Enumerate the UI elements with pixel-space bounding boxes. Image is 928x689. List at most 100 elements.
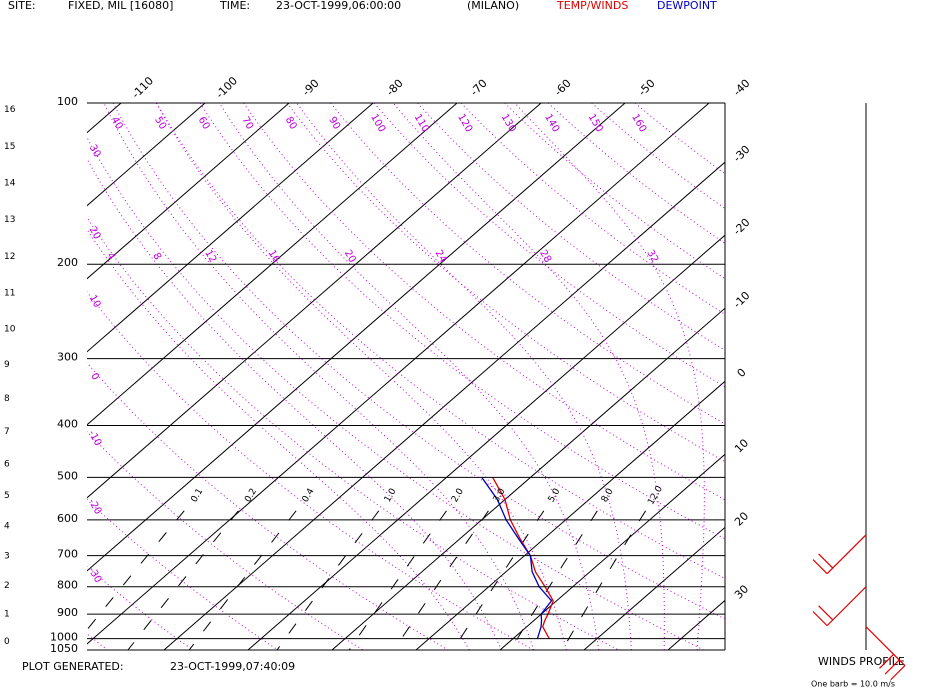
mixing-ratio-label: 0.2 [243, 487, 259, 504]
height-label: 1 [4, 609, 10, 619]
height-label: 14 [4, 178, 16, 188]
isotherm-label: 10 [732, 436, 751, 455]
mixing-ratio-label: 0.1 [190, 487, 206, 504]
dry-adiabat-label: 30 [87, 143, 103, 160]
height-label: 5 [4, 491, 10, 501]
dry-adiabat [156, 103, 725, 580]
isotherm-label: 30 [732, 583, 751, 602]
mixing-ratio-line [393, 510, 489, 650]
moist-adiabat-label: 20 [342, 248, 358, 265]
dry-adiabat-label: 120 [455, 112, 474, 134]
isotherm-label: -100 [213, 74, 240, 101]
site-label: SITE: [8, 0, 36, 12]
dry-adiabat [243, 103, 725, 501]
isotherm-label: -60 [552, 77, 574, 99]
dry-adiabat [634, 103, 725, 175]
dry-adiabat [591, 103, 725, 210]
moist-adiabat [103, 103, 535, 650]
isotherm-label: -90 [300, 77, 322, 99]
pressure-label: 600 [57, 512, 78, 525]
dry-adiabat-label: 130 [499, 112, 518, 134]
isotherm [87, 103, 290, 280]
height-label: 3 [4, 552, 10, 562]
mixing-ratio-label: 5.0 [547, 487, 563, 505]
moist-adiabat [87, 157, 503, 650]
dry-adiabat-label: 150 [586, 112, 605, 134]
pressure-label: 1000 [50, 631, 78, 644]
isotherm-label: 0 [735, 366, 749, 380]
height-label: 10 [4, 325, 16, 335]
dry-adiabat-label: 0 [88, 371, 101, 382]
isotherm-label: -50 [636, 77, 658, 99]
height-label: 9 [4, 360, 10, 370]
dry-adiabat-label: 90 [326, 115, 342, 132]
pressure-label: 700 [57, 548, 78, 561]
winds-note: One barb = 10.0 m/s [811, 680, 895, 689]
dry-adiabat [87, 430, 364, 650]
height-label: 8 [4, 394, 10, 404]
isotherm-label: -110 [129, 74, 156, 101]
pressure-label: 100 [57, 95, 78, 108]
mixing-ratio-line [87, 510, 185, 631]
moist-adiabat-label: 24 [433, 248, 449, 265]
wind-barb [865, 626, 906, 681]
dry-adiabat-label: 40 [109, 115, 125, 132]
mixing-ratio-label: 12.0 [646, 484, 665, 507]
mixing-ratio-line [276, 510, 380, 650]
isotherm-label: -30 [731, 143, 753, 165]
dry-adiabat [547, 103, 725, 245]
winds-title: WINDS PROFILE [818, 655, 905, 668]
moist-adiabat [514, 103, 705, 650]
isotherm [87, 103, 542, 499]
isotherm-label: -70 [468, 77, 490, 99]
mixing-ratio-label: 2.0 [450, 487, 466, 505]
dry-adiabat-label: 20 [87, 225, 103, 242]
mixing-ratio-label: 1.0 [383, 487, 399, 505]
height-label: 11 [4, 289, 15, 299]
dry-adiabat [87, 216, 619, 650]
isotherm-label: -10 [731, 289, 753, 311]
wind-barb [812, 586, 867, 627]
isotherm-label: -20 [731, 216, 753, 238]
footer-label: PLOT GENERATED: [22, 660, 124, 673]
profile-line [492, 477, 554, 639]
height-label: 7 [4, 427, 10, 437]
footer-time: 23-OCT-1999,07:40:09 [170, 660, 295, 673]
isotherm [87, 103, 122, 134]
dry-adiabat-label: 110 [412, 112, 431, 134]
height-label: 15 [4, 142, 15, 152]
moist-adiabat [296, 103, 632, 650]
moist-adiabat [392, 103, 665, 650]
isotherm [87, 103, 458, 426]
isotherm [87, 103, 374, 353]
height-label: 0 [4, 637, 10, 647]
pressure-label: 200 [57, 256, 78, 269]
dry-adiabat [504, 103, 725, 280]
isotherm-label: -80 [384, 77, 406, 99]
dry-adiabat-label: 50 [152, 115, 168, 132]
dry-adiabat-label: 160 [629, 112, 648, 134]
mixing-ratio-label: 8.0 [600, 487, 616, 505]
moist-adiabat-label: 12 [202, 248, 218, 265]
isotherm-label: -40 [731, 77, 753, 99]
mixing-ratio-line [561, 510, 647, 650]
height-label: 13 [4, 215, 15, 225]
dry-adiabat [373, 103, 725, 388]
isotherm [87, 103, 626, 572]
moist-adiabat-label: 4 [104, 251, 117, 262]
dry-adiabat-label: 70 [239, 115, 255, 132]
dry-adiabat-label: -20 [86, 497, 104, 517]
pressure-label: 500 [57, 469, 78, 482]
wind-barb [812, 534, 867, 575]
moist-adiabat-label: 16 [266, 248, 282, 265]
profile-line [481, 477, 553, 639]
plot-area [87, 103, 725, 650]
dry-adiabat [417, 103, 725, 351]
dry-adiabat-label: 60 [196, 115, 212, 132]
mixing-ratio-line [188, 510, 297, 650]
moist-adiabat [155, 103, 567, 650]
isotherm [415, 380, 725, 650]
dry-adiabat [87, 362, 449, 650]
dry-adiabat [112, 103, 725, 620]
